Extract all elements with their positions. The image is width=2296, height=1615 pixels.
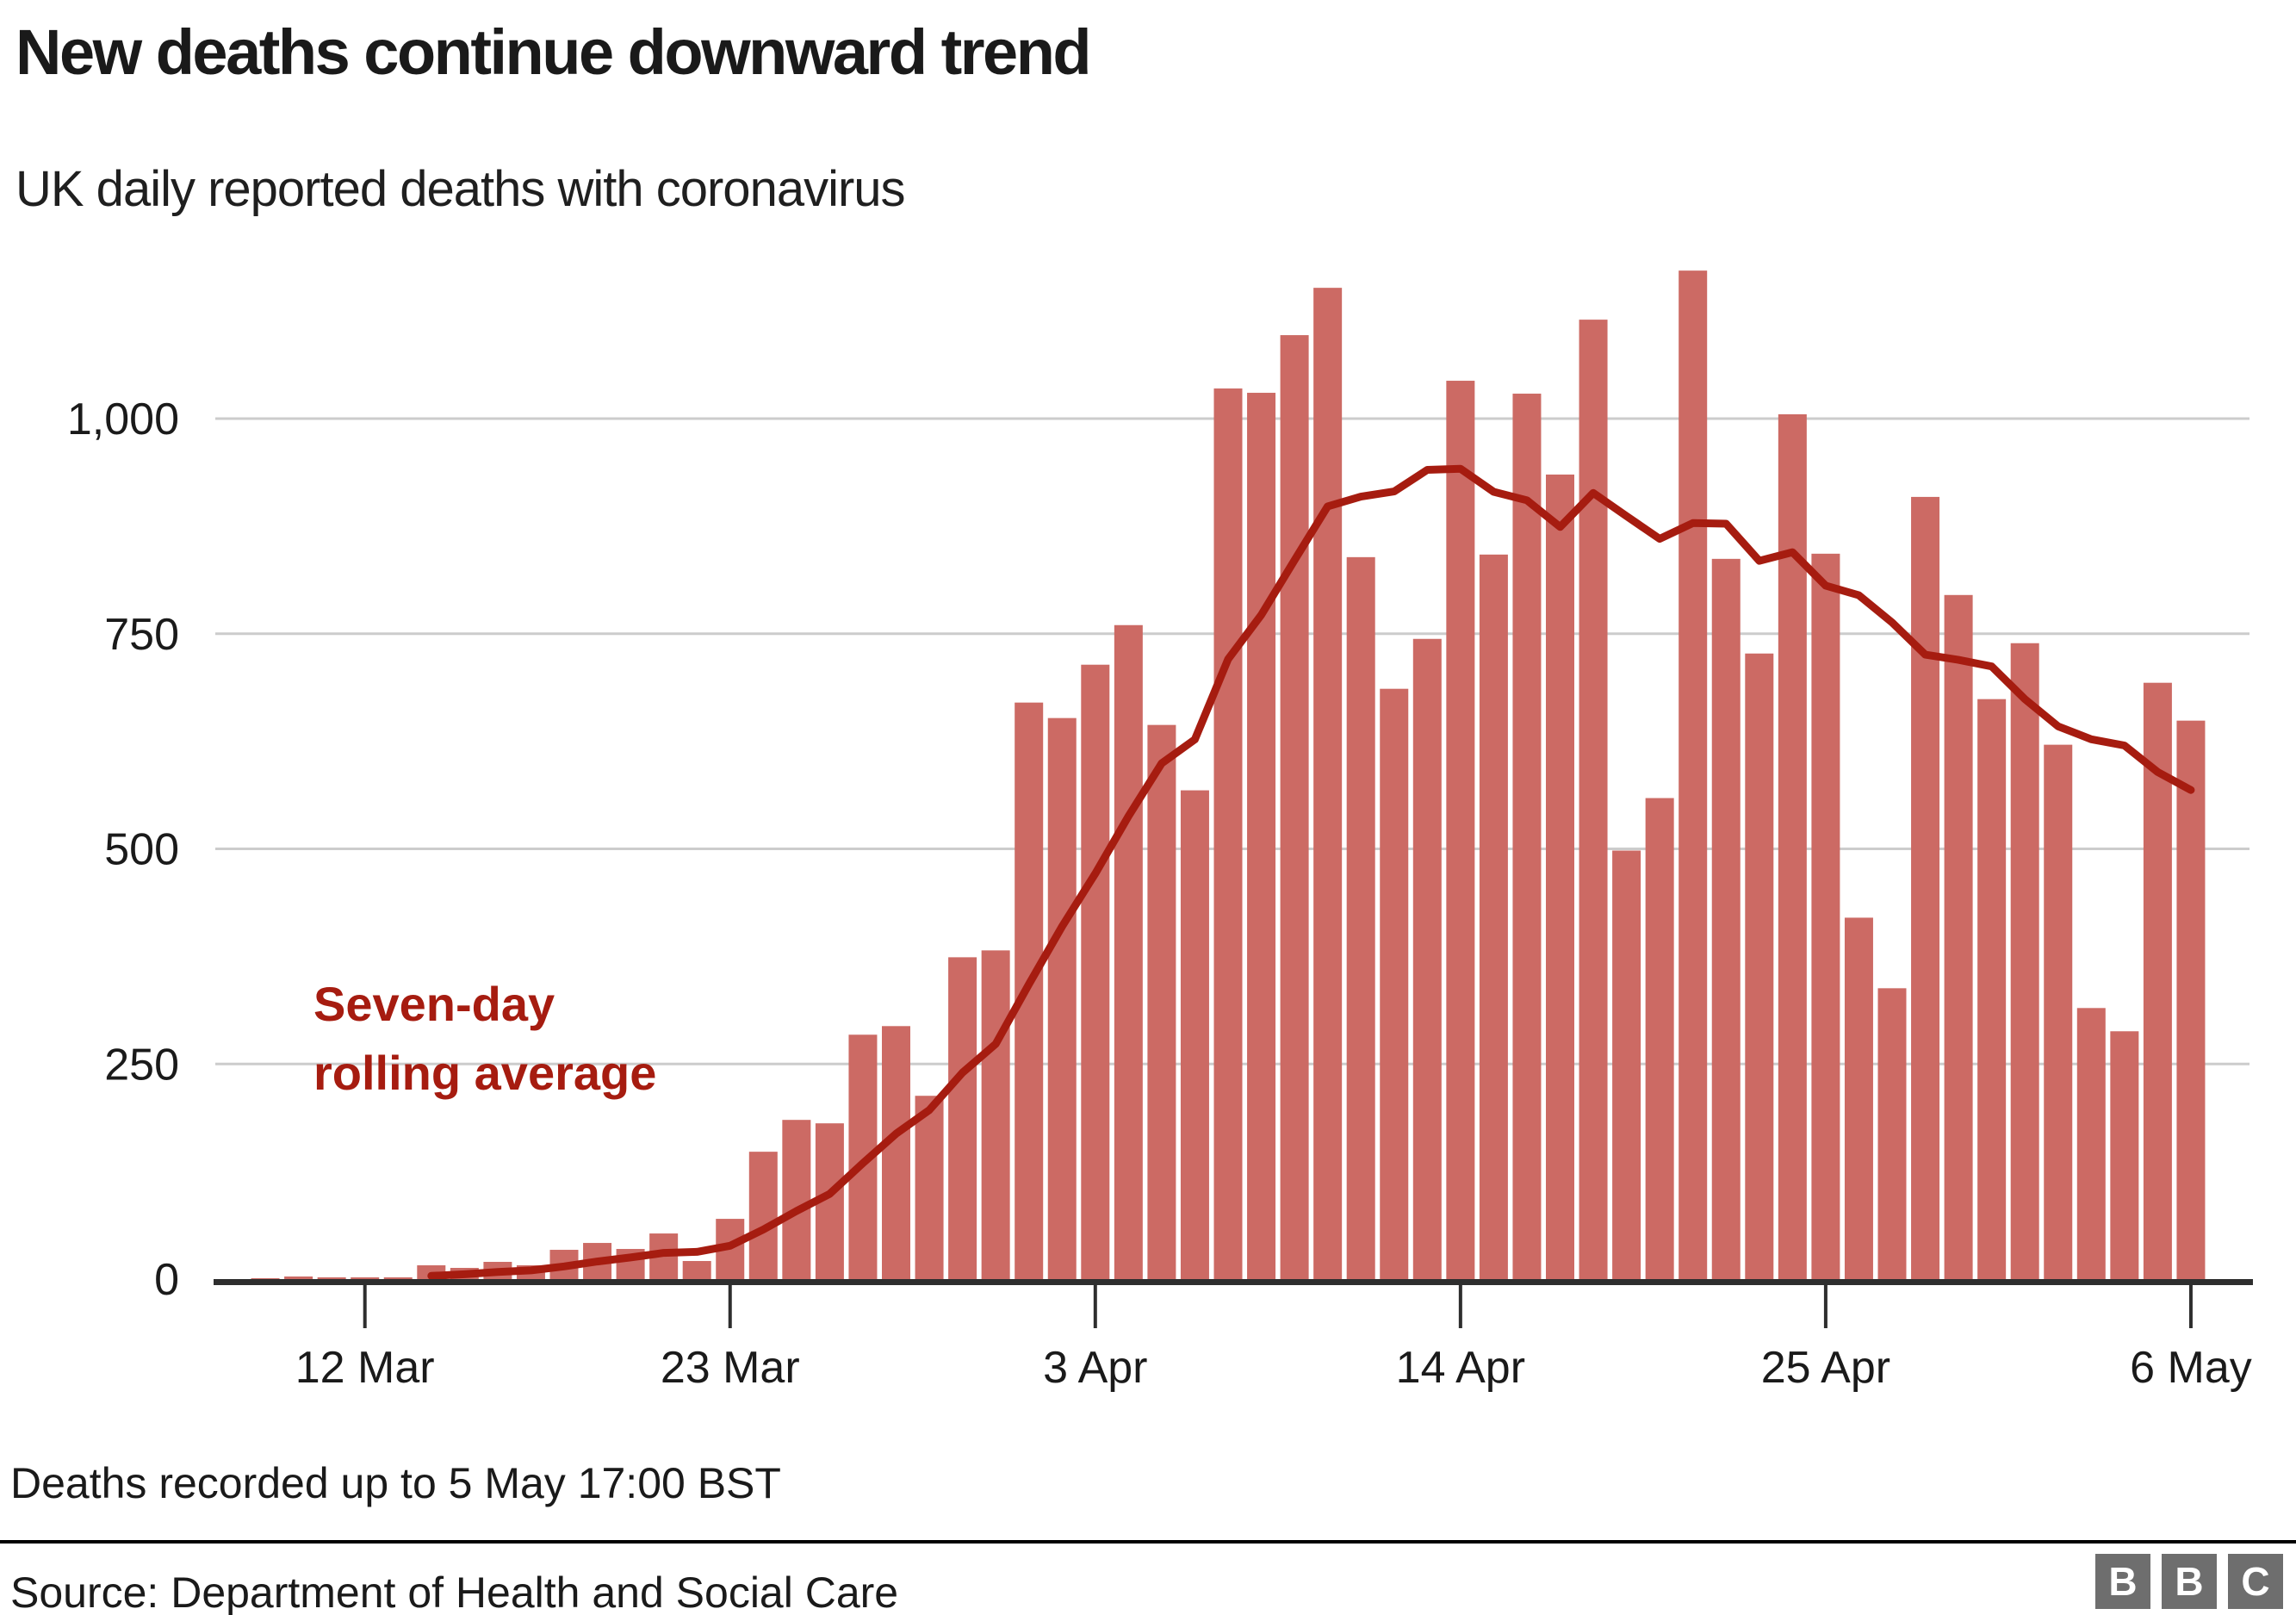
bar — [1745, 653, 1774, 1279]
bbc-logo-square: C — [2228, 1554, 2283, 1609]
x-axis-tick — [363, 1285, 367, 1328]
x-axis-label: 25 Apr — [1761, 1343, 1890, 1393]
bar — [1778, 414, 1807, 1279]
bar — [1081, 664, 1110, 1279]
bar — [1911, 496, 1940, 1279]
bar — [1877, 988, 1907, 1279]
x-axis-label: 14 Apr — [1396, 1343, 1525, 1393]
bar — [2076, 1008, 2106, 1279]
y-axis-label: 750 — [104, 610, 179, 660]
bar — [1645, 798, 1674, 1279]
x-axis-tick — [1093, 1285, 1097, 1328]
bbc-logo-square: B — [2162, 1554, 2217, 1609]
x-axis-tick — [2188, 1285, 2193, 1328]
bar — [1844, 917, 1873, 1279]
bar — [1047, 717, 1077, 1279]
bar — [1280, 335, 1309, 1280]
bar — [1479, 554, 1508, 1279]
bar — [383, 1277, 413, 1279]
bar — [1579, 320, 1608, 1279]
bar — [748, 1152, 778, 1279]
bar — [1412, 638, 1442, 1279]
bar — [1346, 556, 1375, 1279]
page-title: New deaths continue downward trend — [16, 16, 1092, 88]
x-axis-tick — [1458, 1285, 1462, 1328]
x-axis-tick — [1823, 1285, 1827, 1328]
bar — [1313, 288, 1343, 1280]
bar — [1944, 594, 1973, 1279]
bar — [251, 1278, 280, 1279]
bar — [2010, 643, 2039, 1279]
bar — [981, 950, 1010, 1279]
y-axis-label: 0 — [154, 1255, 179, 1305]
bar — [782, 1120, 811, 1279]
bar — [1114, 624, 1143, 1279]
bar — [1213, 388, 1243, 1279]
x-axis-tick — [728, 1285, 732, 1328]
y-axis-label: 250 — [104, 1040, 179, 1090]
bar — [1811, 553, 1840, 1279]
bar — [1612, 850, 1641, 1279]
x-axis-label: 3 Apr — [1043, 1343, 1147, 1393]
bar — [1546, 474, 1574, 1279]
rolling-average-line — [427, 464, 2195, 1280]
bbc-logo-letter: B — [2108, 1559, 2138, 1604]
bar — [1380, 688, 1409, 1279]
bar — [284, 1276, 313, 1279]
data-cutoff-note: Deaths recorded up to 5 May 17:00 BST — [10, 1459, 781, 1507]
bar — [2176, 720, 2206, 1279]
bbc-logo-letter: C — [2241, 1559, 2270, 1604]
bar — [1180, 790, 1209, 1279]
bbc-logo: B B C — [2095, 1554, 2283, 1609]
bar — [1512, 394, 1542, 1279]
bbc-logo-letter: B — [2175, 1559, 2204, 1604]
bbc-logo-square: B — [2095, 1554, 2150, 1609]
bar — [682, 1261, 711, 1279]
bar — [1446, 381, 1475, 1280]
bar — [2044, 744, 2073, 1279]
bar — [1679, 270, 1708, 1279]
bar — [948, 957, 977, 1279]
bar — [2110, 1031, 2139, 1279]
chart-subtitle: UK daily reported deaths with coronaviru… — [16, 161, 906, 217]
bar — [1711, 558, 1741, 1279]
x-axis-label: 23 Mar — [661, 1343, 800, 1393]
bar — [1147, 724, 1176, 1279]
x-axis-label: 12 Mar — [295, 1343, 435, 1393]
bar — [1247, 393, 1276, 1279]
rolling-average-annotation-line2: rolling average — [313, 1045, 657, 1100]
bar — [317, 1277, 346, 1279]
x-axis-label: 6 May — [2130, 1343, 2252, 1393]
source-credit: Source: Department of Health and Social … — [10, 1568, 899, 1615]
y-axis-label: 1,000 — [67, 394, 179, 444]
rolling-average-annotation-line1: Seven-day — [313, 977, 555, 1031]
bar — [351, 1277, 380, 1279]
footer-divider — [0, 1540, 2296, 1544]
bar — [915, 1096, 944, 1279]
bar — [2143, 682, 2172, 1279]
y-axis-label: 500 — [104, 825, 179, 875]
bar — [1977, 699, 2007, 1279]
bar — [882, 1026, 910, 1279]
rolling-average-annotation: Seven-day rolling average — [313, 970, 656, 1107]
x-axis-line — [214, 1279, 2253, 1285]
